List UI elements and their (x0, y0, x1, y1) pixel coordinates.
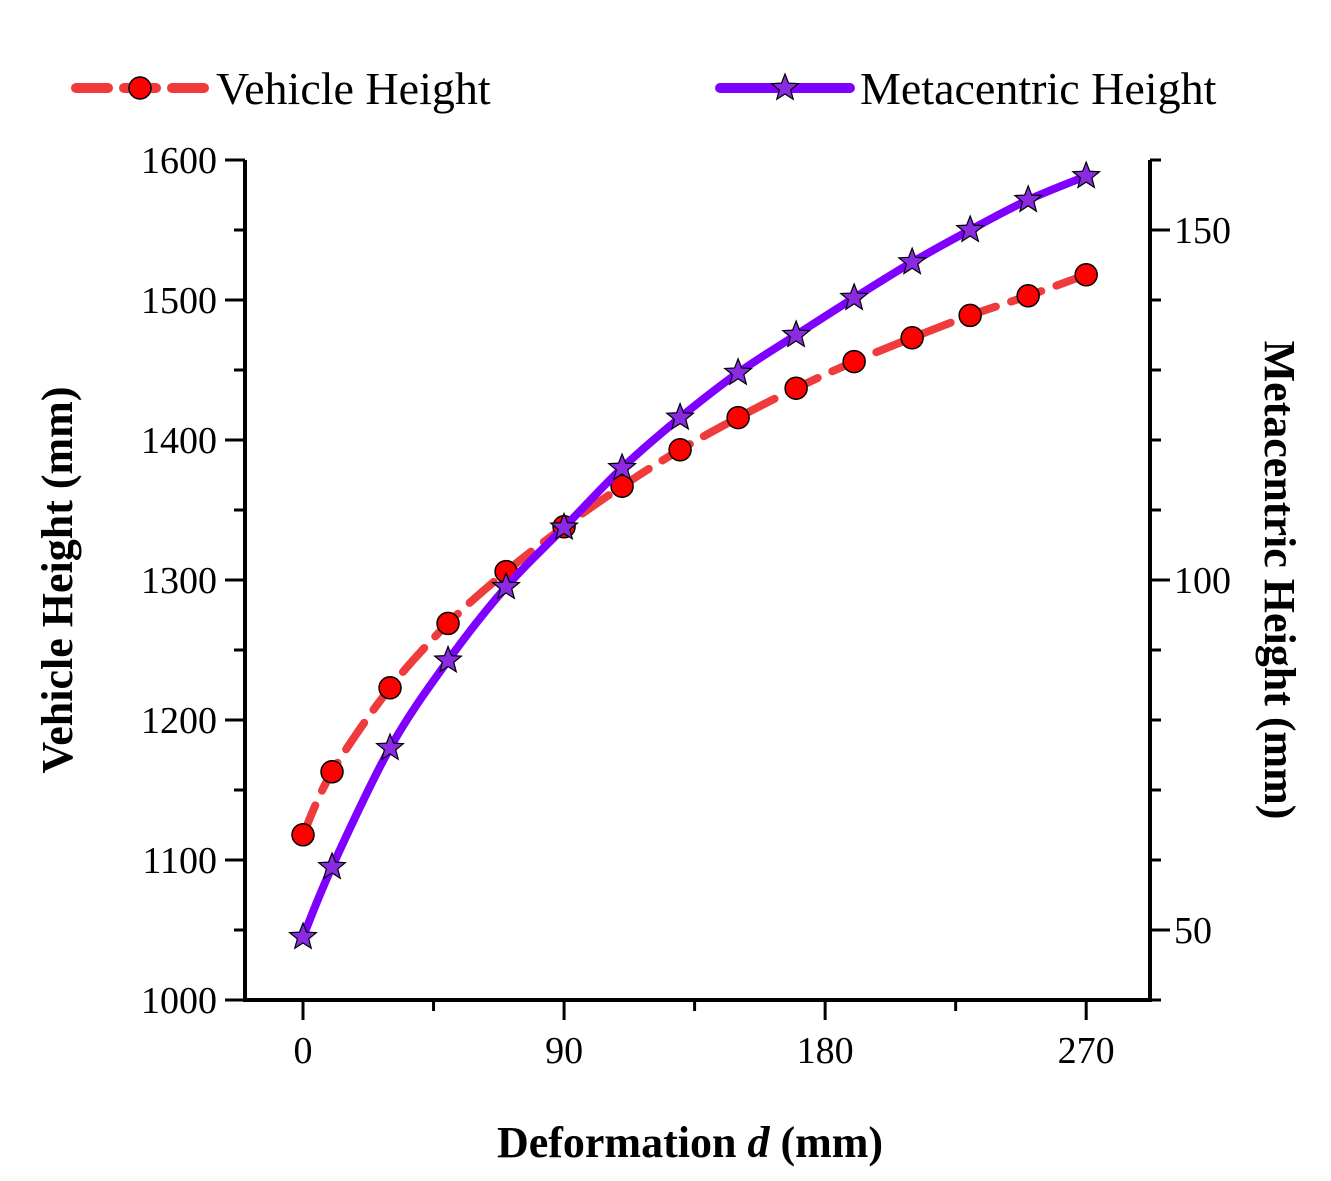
legend-item-vehicle-height: Vehicle Height (71, 63, 491, 114)
data-point-vehicle-height (842, 349, 866, 374)
data-point-metacentric-height (1071, 160, 1102, 189)
y-tick-label: 1300 (141, 560, 217, 602)
series-line-metacentric-height (299, 172, 1091, 941)
legend-marker-metacentric-height (770, 72, 800, 101)
data-point-metacentric-height (839, 282, 870, 311)
y-axis-ticks: 1000 1100 1200 1300 1400 1500 1600 (141, 140, 245, 1022)
data-point-metacentric-height (665, 401, 695, 431)
plot-area (288, 160, 1102, 950)
x-axis-ticks: 0 90 180 270 (294, 1000, 1115, 1072)
data-point-vehicle-height (610, 474, 634, 498)
x-tick-label: 0 (294, 1030, 313, 1072)
data-point-vehicle-height (378, 676, 402, 700)
y2-tick-label: 150 (1174, 210, 1231, 252)
legend-label-metacentric-height: Metacentric Height (860, 63, 1217, 114)
data-point-vehicle-height (1016, 284, 1040, 308)
y-tick-label: 1100 (142, 840, 217, 882)
x-axis-title-prefix: Deformation (497, 1118, 748, 1167)
y-tick-label: 1200 (141, 700, 217, 742)
x-tick-label: 180 (797, 1030, 854, 1072)
data-point-metacentric-height (723, 357, 754, 386)
data-point-metacentric-height (897, 246, 928, 275)
y-tick-label: 1000 (141, 980, 217, 1022)
data-point-metacentric-height (1013, 184, 1044, 213)
data-point-vehicle-height (900, 326, 924, 350)
data-point-metacentric-height (781, 319, 812, 348)
y-axis-title: Vehicle Height (mm) (33, 387, 82, 774)
x-axis-title-variable: d (747, 1118, 770, 1167)
legend-marker-vehicle-height (128, 76, 152, 100)
data-point-metacentric-height (375, 732, 405, 761)
data-point-metacentric-height (607, 452, 637, 481)
data-point-vehicle-height (784, 376, 808, 400)
data-point-vehicle-height (436, 611, 460, 636)
y2-axis-title: Metacentric Height (mm) (1255, 341, 1304, 820)
data-point-metacentric-height (433, 644, 463, 674)
data-point-vehicle-height (1074, 263, 1098, 287)
x-tick-label: 90 (545, 1030, 583, 1072)
y-tick-label: 1500 (141, 280, 217, 322)
y-tick-label: 1400 (141, 420, 217, 462)
series-line-vehicle-height (299, 270, 1091, 839)
data-point-metacentric-height (288, 921, 318, 950)
data-point-vehicle-height (958, 303, 982, 328)
data-point-metacentric-height (491, 571, 521, 600)
y2-tick-label: 50 (1174, 910, 1212, 952)
legend: Vehicle Height Metacentric Height (71, 63, 1217, 114)
x-axis-title-unit: (mm) (769, 1118, 883, 1167)
legend-item-metacentric-height: Metacentric Height (715, 63, 1217, 114)
y2-tick-label: 100 (1174, 560, 1231, 602)
data-point-vehicle-height (726, 405, 750, 430)
data-point-vehicle-height (668, 438, 692, 462)
x-axis-title: Deformation d (mm) (497, 1118, 883, 1167)
legend-label-vehicle-height: Vehicle Height (216, 63, 491, 114)
y2-axis-ticks: 50 100 150 (1150, 158, 1231, 1002)
data-point-vehicle-height (320, 760, 344, 784)
series-metacentric-height (288, 160, 1102, 950)
data-point-metacentric-height (955, 214, 986, 243)
data-point-vehicle-height (291, 823, 315, 847)
axes (243, 160, 1152, 1002)
x-tick-label: 270 (1058, 1030, 1115, 1072)
data-point-metacentric-height (549, 511, 579, 541)
y-tick-label: 1600 (141, 140, 217, 182)
data-point-metacentric-height (317, 851, 347, 880)
series-vehicle-height (291, 263, 1098, 847)
